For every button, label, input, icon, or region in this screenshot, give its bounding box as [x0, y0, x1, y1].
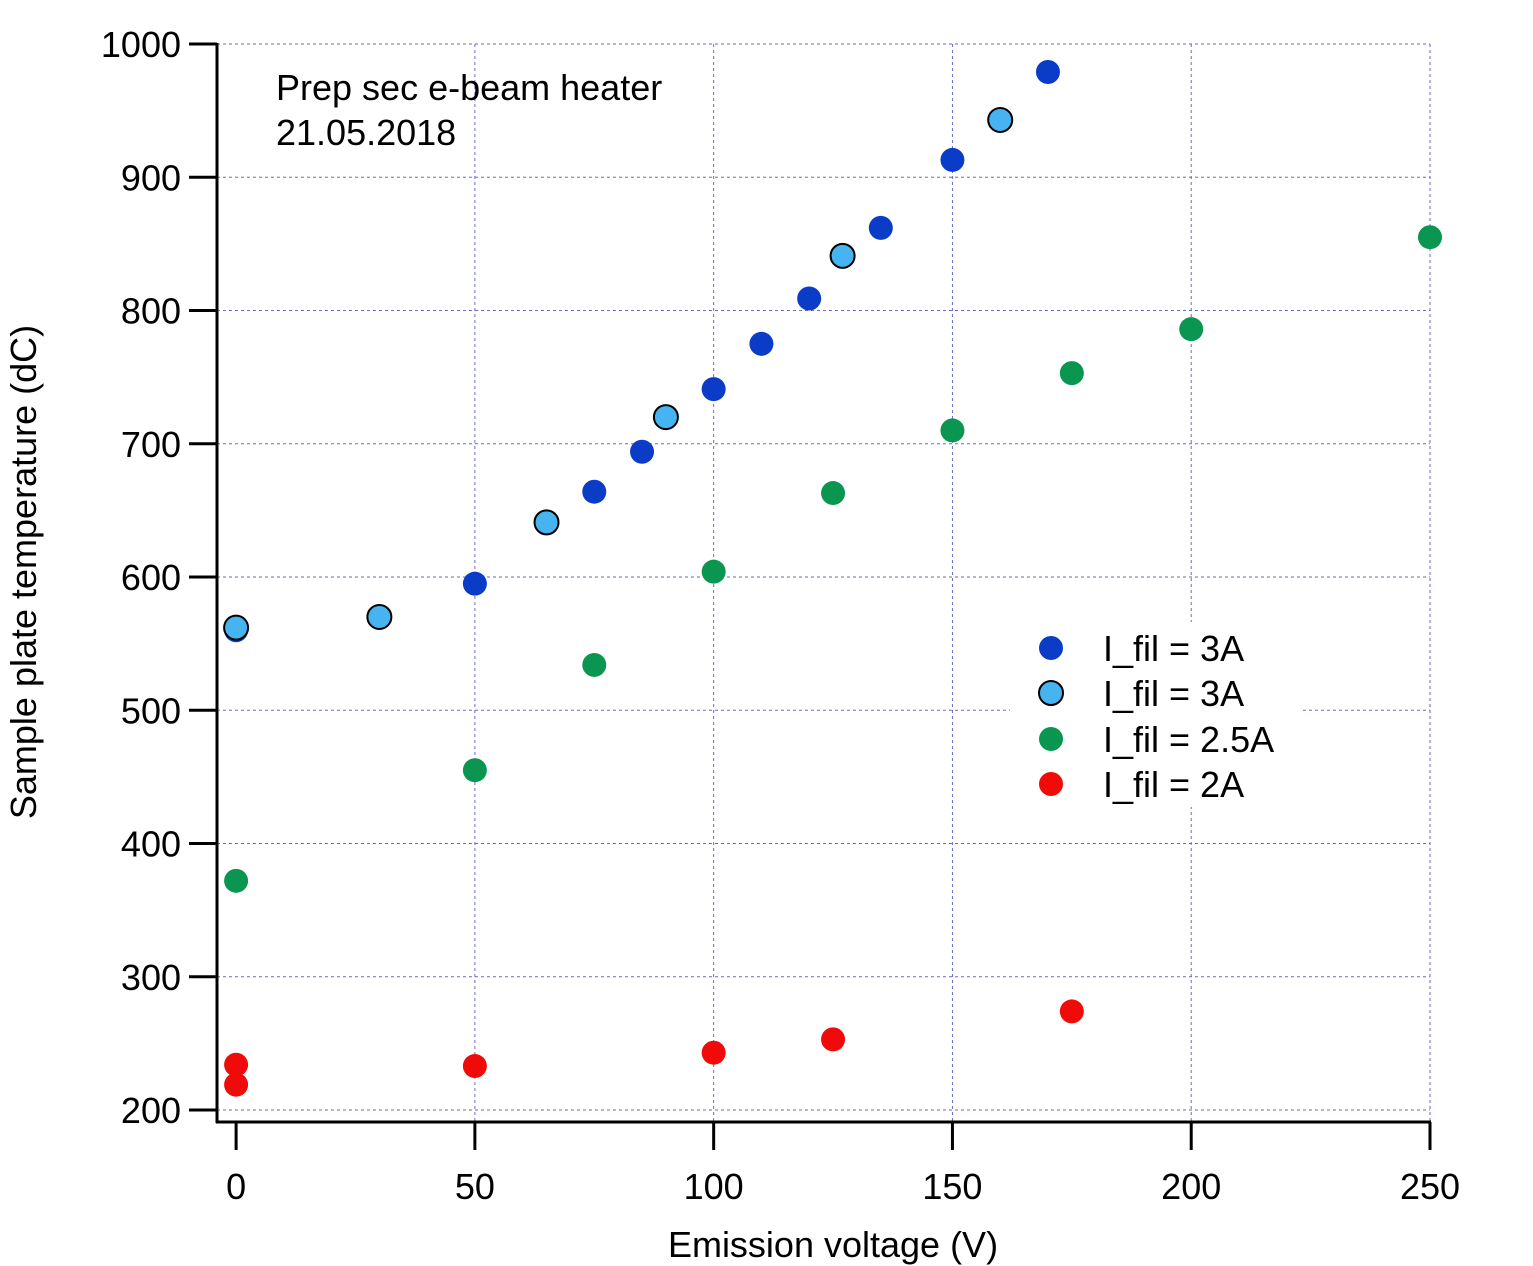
data-point-series-1	[749, 331, 774, 356]
y-tick-label: 1000	[101, 24, 181, 65]
y-tick-label: 900	[121, 157, 181, 198]
data-point-series-2	[223, 614, 250, 641]
data-point-series-3	[821, 481, 846, 506]
data-point-series-3	[582, 652, 607, 677]
data-point-series-1	[582, 479, 607, 504]
data-point-series-3	[1179, 317, 1204, 342]
y-tick-label: 600	[121, 557, 181, 598]
gridlines	[217, 43, 1431, 1122]
data-point-series-4	[701, 1040, 726, 1065]
axes: 200 300 400 500 600 700 800 900 1000 0 50 100 150 200…	[101, 24, 1460, 1207]
data-points	[223, 59, 1442, 1097]
legend-label-4: I_fil = 2A	[1103, 764, 1244, 805]
x-tick-label: 100	[684, 1166, 744, 1207]
data-point-series-4	[1059, 999, 1084, 1024]
x-tick-label: 50	[455, 1166, 495, 1207]
y-tick-label: 300	[121, 957, 181, 998]
data-point-series-3	[224, 868, 249, 893]
legend-label-2: I_fil = 3A	[1103, 673, 1244, 714]
data-point-series-4	[462, 1054, 487, 1079]
data-point-series-3	[940, 418, 965, 443]
data-point-series-1	[868, 215, 893, 240]
data-point-series-3	[701, 559, 726, 584]
legend-marker-4	[1039, 772, 1063, 796]
data-point-series-1	[630, 439, 655, 464]
y-axis-title: Sample plate temperature (dC)	[3, 325, 44, 819]
data-point-series-1	[797, 286, 822, 311]
x-tick-label: 250	[1400, 1166, 1460, 1207]
data-point-series-4	[224, 1052, 249, 1077]
x-tick-label: 150	[922, 1166, 982, 1207]
data-point-series-1	[462, 571, 487, 596]
y-tick-label: 500	[121, 690, 181, 731]
data-point-series-1	[701, 377, 726, 402]
data-point-series-2	[829, 242, 856, 269]
data-point-series-2	[652, 404, 679, 431]
legend: I_fil = 3AI_fil = 3A I_fil = 2.5AI_fil = …	[1010, 622, 1300, 807]
legend-label-3: I_fil = 2.5A	[1103, 719, 1274, 760]
legend-items: I_fil = 3AI_fil = 3A I_fil = 2.5AI_fil = …	[1038, 628, 1274, 805]
x-axis-title: Emission voltage (V)	[668, 1224, 998, 1265]
y-tick-label: 700	[121, 424, 181, 465]
data-point-series-2	[366, 603, 393, 630]
data-point-series-1	[940, 147, 965, 172]
legend-marker-2	[1038, 680, 1064, 706]
legend-marker-1	[1039, 636, 1063, 660]
legend-label-1: I_fil = 3A	[1103, 628, 1244, 669]
data-point-series-4	[821, 1027, 846, 1052]
data-point-series-4	[224, 1072, 249, 1097]
legend-marker-3	[1039, 727, 1063, 751]
x-tick-label: 200	[1161, 1166, 1221, 1207]
data-point-series-1	[1035, 59, 1060, 84]
annotation-date: 21.05.2018	[276, 112, 456, 153]
x-tick-label: 0	[226, 1166, 246, 1207]
data-point-series-3	[462, 758, 487, 783]
y-tick-label: 400	[121, 824, 181, 865]
data-point-series-3	[1059, 361, 1084, 386]
data-point-series-2	[533, 509, 560, 536]
data-point-series-3	[1418, 225, 1442, 250]
y-tick-label: 200	[121, 1090, 181, 1131]
y-tick-label: 800	[121, 291, 181, 332]
annotation-title: Prep sec e-beam heater	[276, 67, 662, 108]
data-point-series-2	[987, 106, 1014, 133]
